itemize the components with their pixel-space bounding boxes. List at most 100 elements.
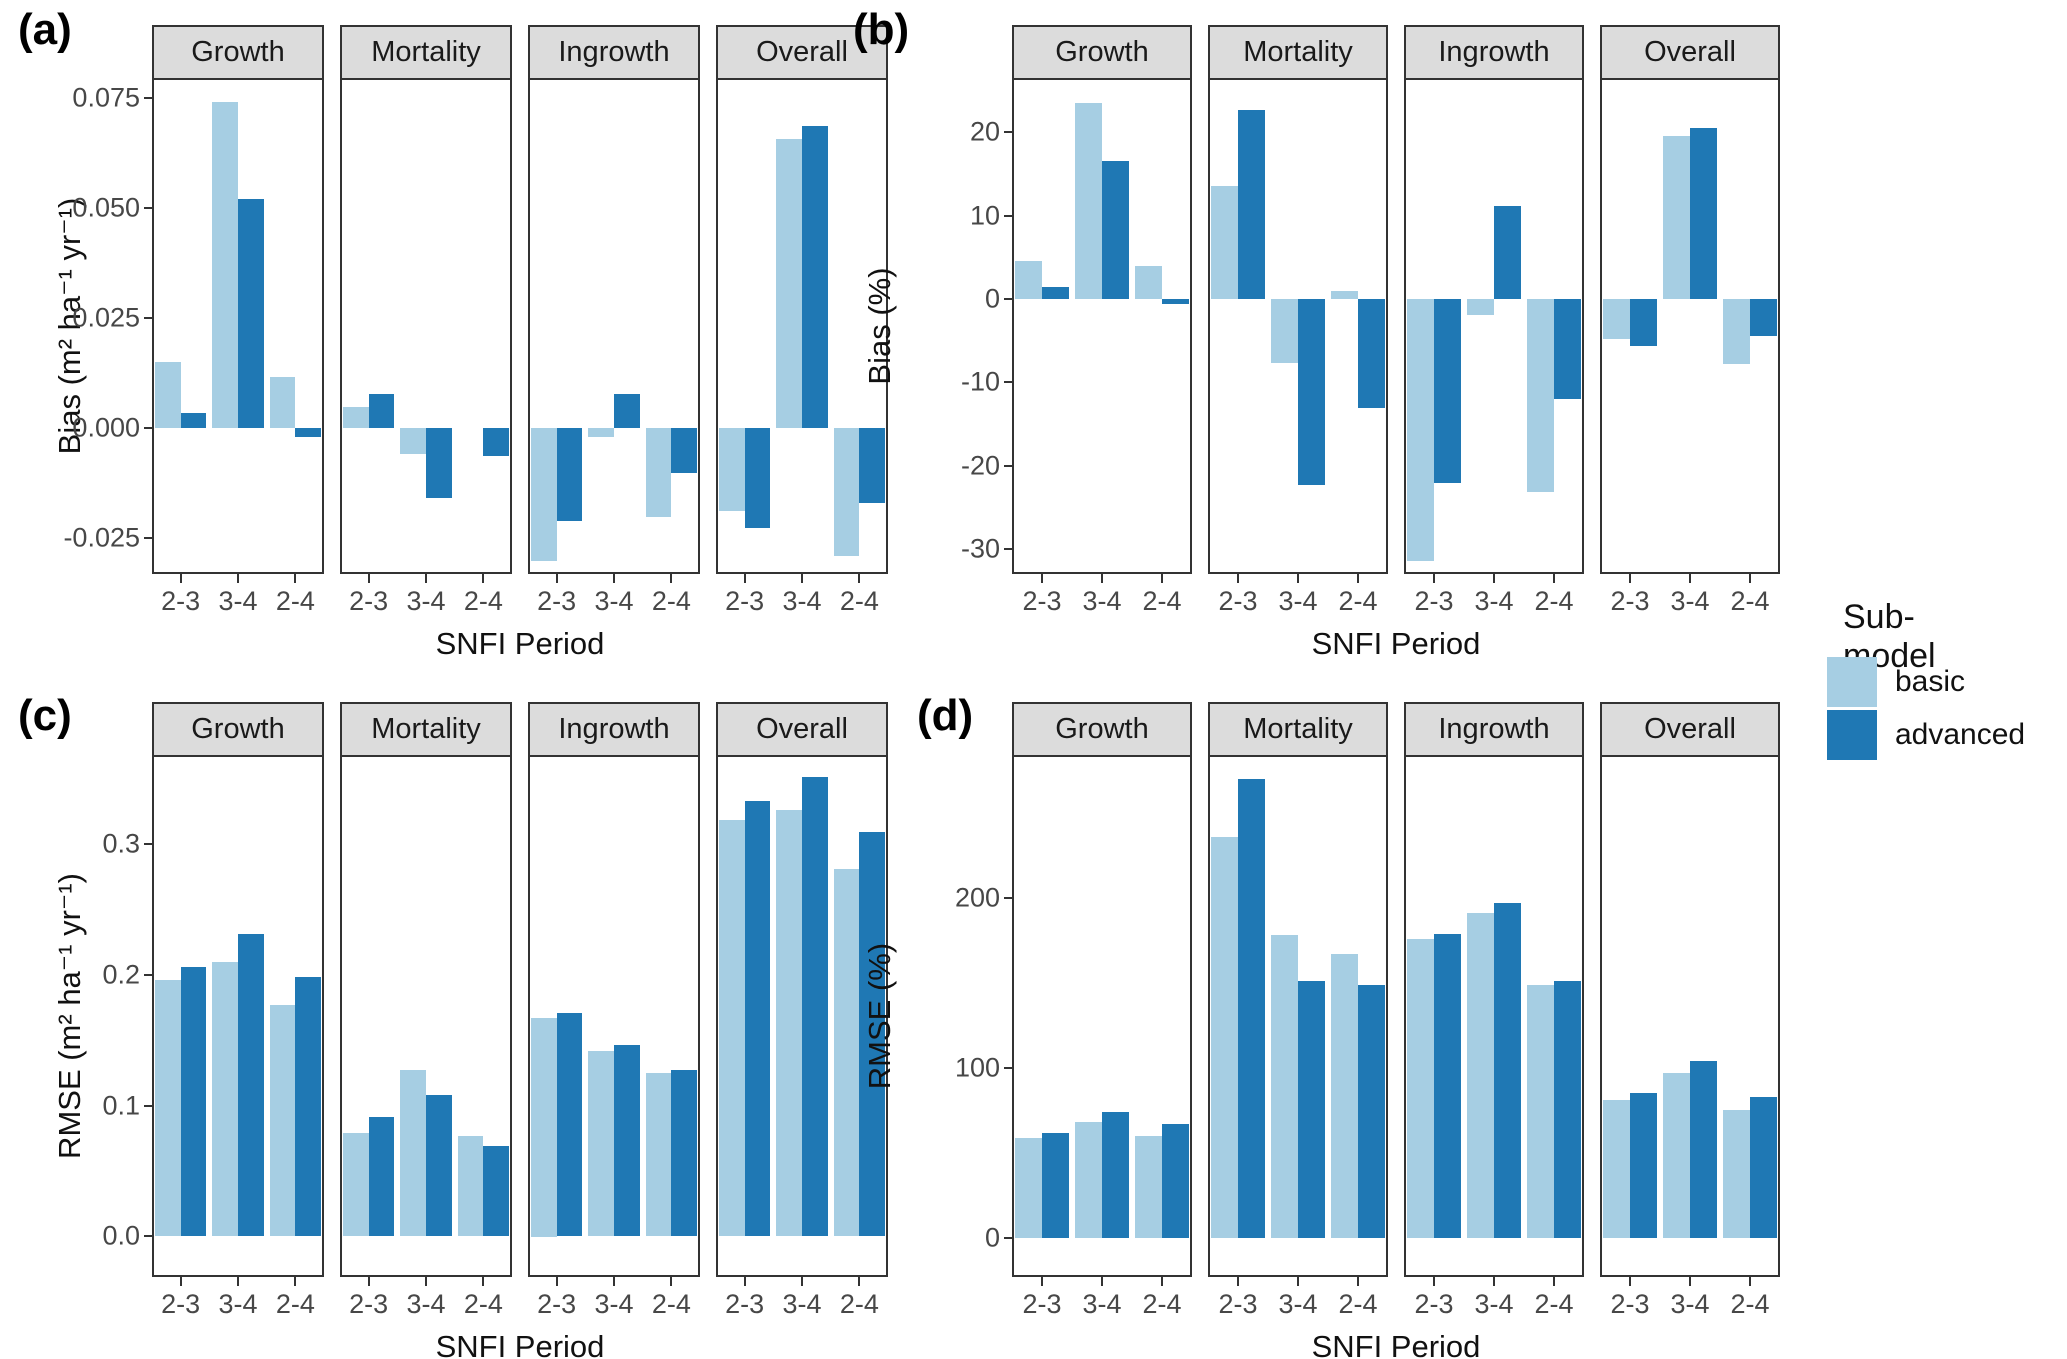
x-tick-label: 3-4	[1670, 1289, 1710, 1319]
bar-basic	[1407, 298, 1434, 562]
x-tick-label: 3-4	[782, 586, 822, 616]
x-tick-label: 2-3	[161, 586, 201, 616]
x-tick-label: 3-4	[594, 1289, 634, 1319]
y-tick-mark	[1004, 131, 1012, 134]
bar-basic	[833, 427, 860, 556]
legend-swatch-advanced	[1827, 710, 1877, 760]
legend-label: basic	[1895, 665, 1966, 698]
facet-strip-label: Mortality	[371, 713, 481, 745]
x-tick-mark	[1297, 1277, 1299, 1286]
bar-advanced	[1630, 298, 1657, 347]
bar-basic	[1723, 298, 1750, 364]
bar-basic	[588, 1050, 614, 1237]
bar-advanced	[1690, 128, 1717, 299]
bar-advanced	[671, 427, 698, 474]
bar-basic	[776, 138, 802, 428]
facet-strip-label: Ingrowth	[1438, 36, 1550, 68]
x-tick-mark	[237, 1277, 239, 1286]
facet-strip-label: Mortality	[1243, 713, 1353, 745]
y-tick-label: 20	[969, 116, 1000, 147]
bar-basic	[1015, 261, 1042, 299]
bar-advanced	[859, 427, 886, 504]
facet-strip: Overall	[716, 702, 888, 757]
x-tick-label: 2-3	[537, 586, 577, 616]
bar-basic	[342, 407, 369, 428]
bar-basic	[718, 820, 745, 1237]
bar-advanced	[1162, 1124, 1189, 1238]
y-tick-mark	[144, 316, 152, 319]
x-tick-label: 3-4	[782, 1289, 822, 1319]
x-tick-mark	[1749, 574, 1751, 583]
bar-advanced	[1750, 298, 1777, 336]
x-tick-mark	[858, 574, 861, 583]
facet-strip-label: Mortality	[1243, 36, 1353, 68]
facet-strip: Ingrowth	[1404, 25, 1584, 80]
bar-basic	[1663, 1073, 1690, 1238]
x-tick-mark	[1161, 574, 1163, 583]
y-tick-mark	[144, 96, 152, 99]
x-tick-mark	[294, 574, 297, 583]
x-tick-label: 2-3	[1610, 586, 1650, 616]
x-tick-label: 3-4	[406, 586, 446, 616]
bar-advanced	[802, 125, 828, 428]
x-tick-label: 2-4	[1534, 586, 1574, 616]
bar-basic	[645, 1072, 672, 1237]
x-tick-label: 3-4	[1278, 1289, 1318, 1319]
bar-basic	[457, 1135, 484, 1237]
bar-advanced	[744, 800, 771, 1237]
bar-basic	[400, 427, 426, 455]
bar-basic	[1271, 935, 1298, 1238]
x-tick-mark	[367, 574, 370, 583]
y-tick-label: 200	[954, 882, 1000, 913]
facet-strip-label: Growth	[1055, 36, 1149, 68]
x-tick-label: 2-4	[463, 1289, 503, 1319]
y-tick-mark	[1004, 297, 1012, 300]
x-tick-mark	[670, 574, 673, 583]
y-tick-label: 0	[984, 1222, 1000, 1253]
bar-basic	[1211, 186, 1238, 299]
bar-basic	[1135, 1135, 1162, 1238]
bar-basic	[1407, 938, 1434, 1238]
y-tick-label: 0.050	[72, 192, 140, 223]
x-tick-label: 2-3	[1218, 586, 1258, 616]
facet-plot	[528, 78, 700, 574]
bar-basic	[1663, 136, 1690, 299]
y-tick-label: -0.025	[63, 522, 140, 553]
y-tick-mark	[1004, 547, 1012, 550]
bar-basic	[530, 1018, 557, 1237]
bar-advanced	[238, 199, 264, 428]
bar-advanced	[744, 427, 771, 529]
bar-basic	[1331, 953, 1358, 1238]
bar-basic	[1527, 298, 1554, 493]
x-tick-label: 2-4	[1142, 586, 1182, 616]
bar-basic	[1603, 1100, 1630, 1238]
x-tick-mark	[1433, 574, 1435, 583]
y-tick-label: -30	[960, 533, 1000, 564]
x-tick-mark	[1357, 1277, 1359, 1286]
y-tick-label: -10	[960, 366, 1000, 397]
x-tick-mark	[743, 1277, 746, 1286]
x-tick-label: 2-3	[725, 1289, 765, 1319]
bar-advanced	[368, 394, 395, 428]
x-tick-label: 2-4	[1338, 586, 1378, 616]
x-tick-mark	[1749, 1277, 1751, 1286]
bar-advanced	[1554, 981, 1581, 1238]
x-tick-label: 2-3	[537, 1289, 577, 1319]
bar-advanced	[1102, 1112, 1129, 1238]
bar-advanced	[1298, 981, 1325, 1238]
x-tick-mark	[613, 1277, 615, 1286]
bar-advanced	[859, 832, 886, 1237]
bar-advanced	[1434, 933, 1461, 1238]
bar-basic	[1723, 1110, 1750, 1238]
x-tick-label: 2-4	[275, 586, 315, 616]
facet-strip: Overall	[1600, 25, 1780, 80]
x-tick-label: 2-3	[725, 586, 765, 616]
x-tick-label: 2-3	[349, 1289, 389, 1319]
bar-advanced	[1042, 1132, 1069, 1238]
y-tick-label: 0.2	[102, 959, 140, 990]
x-tick-label: 3-4	[406, 1289, 446, 1319]
bar-basic	[212, 961, 238, 1237]
